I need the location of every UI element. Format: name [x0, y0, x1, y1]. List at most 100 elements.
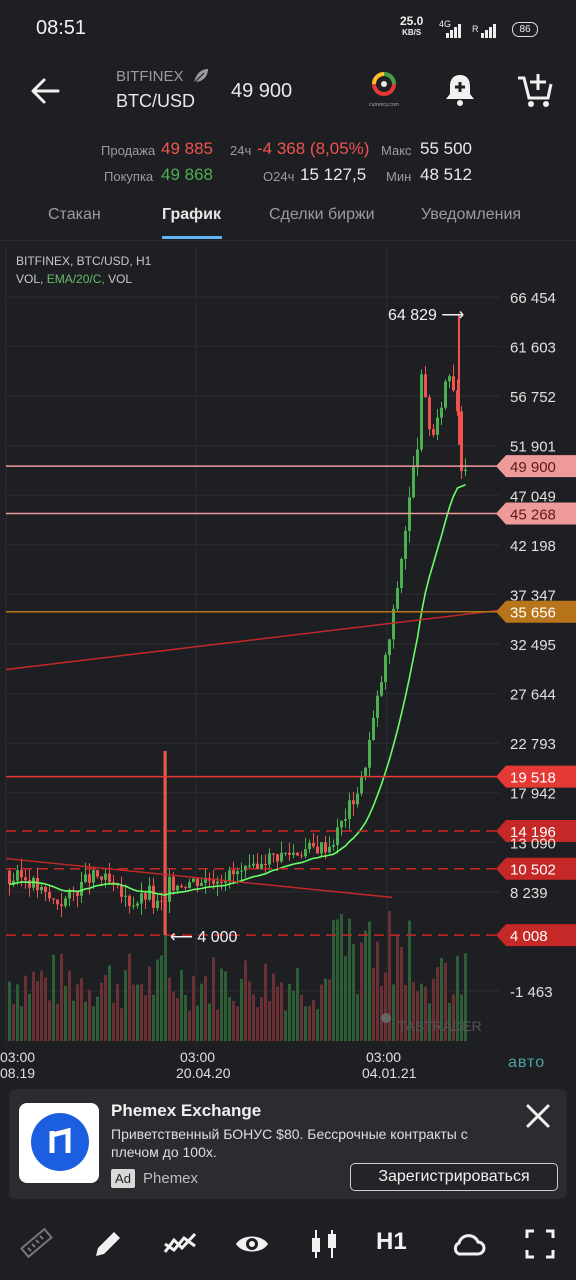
chart-canvas[interactable]: 49 900 45 268 35 656 19 518 14 196 10 502 4 00…	[0, 246, 576, 1084]
eye-icon[interactable]	[234, 1226, 270, 1262]
candle-body	[320, 842, 323, 854]
volume-bar	[180, 969, 183, 1041]
volume-bar	[148, 966, 151, 1041]
candle-body	[172, 876, 175, 891]
volume-bar	[252, 994, 255, 1041]
register-button[interactable]: Зарегистрироваться	[350, 1163, 558, 1191]
volume-bar	[244, 960, 247, 1041]
chart-indicators: VOL, EMA/20/C, VOL	[16, 272, 132, 286]
exchange-name: BITFINEX	[116, 68, 184, 85]
volume-bar	[344, 956, 347, 1041]
y-tick-label: 37 347	[510, 587, 556, 604]
add-alert-bell-icon[interactable]	[442, 72, 478, 108]
candle-body	[244, 865, 247, 871]
change-value: -4 368 (8,05%)	[257, 139, 370, 158]
volume-bar	[332, 920, 335, 1041]
candle-body	[120, 885, 123, 897]
candles	[8, 313, 467, 936]
indicators-icon[interactable]	[162, 1226, 198, 1262]
volume-bar	[80, 978, 83, 1041]
volume-bar	[8, 981, 11, 1041]
candle-body	[124, 895, 127, 897]
candle-body	[68, 890, 71, 899]
level-tag-label: 10 502	[510, 862, 556, 879]
candle-body	[264, 863, 267, 865]
volume-bar	[56, 1003, 59, 1041]
tab-order-book[interactable]: Стакан	[48, 206, 101, 223]
level-tag	[496, 924, 576, 947]
volume-bar	[32, 971, 35, 1041]
volume-bar	[288, 983, 291, 1041]
candle-body	[436, 417, 439, 435]
volume-bar	[188, 1010, 191, 1041]
candlestick-icon[interactable]	[306, 1226, 342, 1262]
logo-text: currency.com	[369, 102, 399, 108]
price-chart[interactable]: 49 900 45 268 35 656 19 518 14 196 10 502 4 00…	[0, 246, 576, 1084]
candle-body	[360, 777, 363, 794]
active-tab-indicator	[162, 236, 222, 239]
add-to-cart-icon[interactable]	[516, 72, 554, 110]
volume-bar	[224, 971, 227, 1041]
trend-line-down	[5, 857, 393, 899]
volume-bar	[388, 911, 391, 1041]
volume-bar	[248, 981, 251, 1041]
volume-bar	[96, 996, 99, 1041]
auto-scale-button[interactable]: авто	[508, 1054, 546, 1071]
tab-bar: Стакан График Сделки биржи Уведомления	[0, 194, 576, 241]
back-arrow-icon[interactable]	[28, 74, 62, 108]
candle-body	[272, 853, 275, 855]
candle-body	[184, 887, 187, 889]
candle-body	[420, 374, 423, 450]
volume-bar	[152, 994, 155, 1041]
volume-bar	[304, 1006, 307, 1041]
y-axis-labels: 66 454 61 603 56 752 51 901 47 049 42 198 37 3…	[510, 290, 556, 1001]
x-tick-date: 08.19	[0, 1065, 35, 1081]
volume-bar	[300, 994, 303, 1041]
pencil-icon[interactable]	[90, 1226, 126, 1262]
candle-body	[428, 397, 431, 430]
ruler-icon[interactable]	[18, 1226, 54, 1262]
candle-body	[460, 411, 463, 472]
level-tag-label: 4 008	[510, 928, 548, 945]
cloud-icon[interactable]	[450, 1226, 486, 1262]
battery-icon: 86	[512, 22, 538, 37]
candle-body	[316, 846, 319, 854]
volume-bar	[128, 953, 131, 1041]
tab-trades[interactable]: Сделки биржи	[269, 206, 375, 223]
volume-bar	[204, 975, 207, 1041]
candle-body	[232, 870, 235, 875]
candle-body	[112, 882, 115, 884]
volume-bar	[52, 954, 55, 1041]
volume-bar	[116, 983, 119, 1041]
volume-bar	[156, 959, 159, 1041]
level-tag-label: 35 656	[510, 605, 556, 622]
currency-com-logo[interactable]: currency.com	[362, 70, 406, 114]
candle-body	[188, 882, 191, 889]
candle-body	[384, 655, 387, 682]
min-value: 48 512	[420, 165, 472, 184]
volume-bar	[280, 982, 283, 1041]
candle-body	[76, 891, 79, 896]
ad-banner[interactable]: Phemex Exchange Приветственный БОНУС $80…	[9, 1089, 567, 1199]
candle-body	[300, 855, 303, 857]
volume-bar	[240, 978, 243, 1041]
timeframe-button[interactable]: H1	[376, 1228, 407, 1255]
candle-body	[44, 886, 47, 892]
tab-notifications[interactable]: Уведомления	[421, 206, 522, 223]
candle-body	[440, 407, 443, 418]
current-price: 49 900	[231, 80, 293, 102]
volume-bar	[140, 983, 143, 1041]
fullscreen-icon[interactable]	[522, 1226, 558, 1262]
volume-bars	[8, 751, 467, 1041]
volume-bar	[88, 989, 91, 1041]
y-tick-label: -1 463	[510, 984, 553, 1001]
volume-bar	[364, 930, 367, 1041]
volume-bar	[104, 974, 107, 1041]
close-icon[interactable]	[523, 1101, 553, 1131]
candle-body	[148, 885, 151, 900]
volume-bar	[168, 977, 171, 1041]
candle-body	[168, 876, 171, 902]
volume-bar	[276, 986, 279, 1041]
tab-chart[interactable]: График	[162, 206, 221, 223]
candle-body	[432, 429, 435, 435]
